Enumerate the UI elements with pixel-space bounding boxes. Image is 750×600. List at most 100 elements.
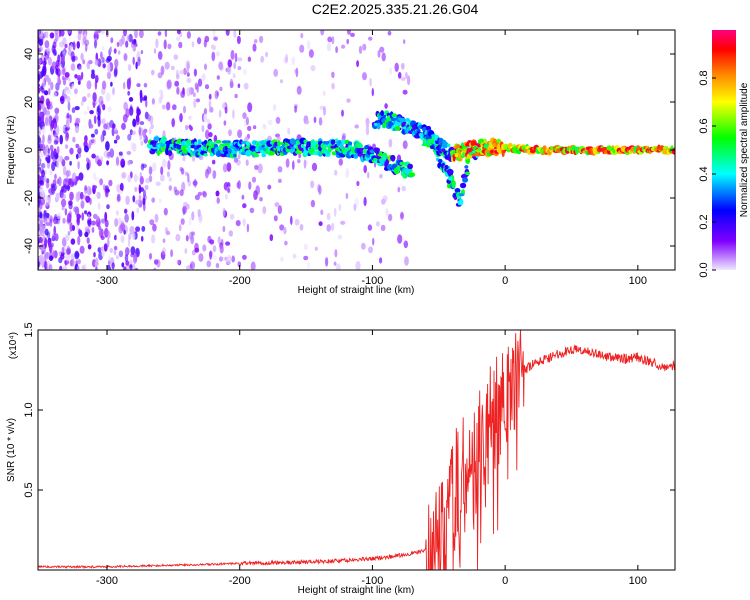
noise-mark	[70, 63, 76, 71]
noise-mark	[58, 30, 62, 38]
track-mark	[245, 141, 251, 146]
noise-mark	[310, 64, 316, 72]
noise-mark	[313, 116, 317, 124]
track-mark	[454, 152, 459, 158]
noise-mark	[122, 114, 128, 123]
noise-mark	[127, 174, 132, 183]
noise-mark	[134, 30, 138, 39]
noise-mark	[372, 237, 375, 246]
noise-mark	[262, 206, 267, 215]
noise-mark	[69, 114, 72, 124]
noise-mark	[272, 104, 277, 111]
noise-mark	[38, 143, 43, 151]
noise-mark	[118, 250, 124, 258]
noise-mark	[153, 48, 157, 54]
noise-mark	[42, 234, 45, 242]
noise-mark	[196, 84, 199, 93]
noise-mark	[90, 138, 95, 144]
noise-mark	[66, 248, 71, 255]
x-tick-label: 0	[502, 275, 508, 287]
signal-tracks	[146, 110, 675, 207]
noise-mark	[140, 235, 144, 242]
noise-mark	[39, 188, 45, 198]
noise-mark	[306, 261, 310, 269]
noise-mark	[345, 168, 350, 179]
track-mark	[203, 153, 208, 157]
noise-mark	[45, 109, 51, 118]
noise-mark	[197, 191, 203, 196]
noise-mark	[234, 93, 238, 99]
noise-mark	[97, 159, 103, 167]
track-mark	[442, 141, 449, 149]
noise-mark	[394, 62, 399, 72]
noise-mark	[212, 159, 216, 165]
noise-mark	[120, 223, 126, 231]
noise-mark	[212, 255, 218, 260]
noise-mark	[177, 259, 182, 266]
noise-mark	[101, 30, 105, 35]
noise-mark	[131, 130, 136, 135]
noise-mark	[105, 58, 111, 63]
noise-mark	[191, 211, 195, 221]
noise-mark	[114, 128, 118, 133]
noise-mark	[175, 73, 180, 80]
track-mark	[462, 177, 469, 183]
noise-mark	[209, 250, 213, 260]
noise-mark	[224, 256, 228, 261]
track-mark	[483, 138, 487, 144]
noise-mark	[379, 257, 383, 264]
noise-mark	[285, 158, 290, 168]
noise-mark	[179, 189, 184, 197]
noise-mark	[336, 263, 341, 270]
noise-mark	[109, 148, 115, 158]
track-mark	[397, 165, 402, 172]
noise-mark	[96, 105, 100, 112]
noise-mark	[356, 180, 360, 187]
noise-mark	[248, 181, 252, 190]
track-mark	[376, 122, 381, 130]
noise-mark	[94, 128, 99, 135]
noise-mark	[318, 117, 323, 126]
noise-mark	[134, 186, 138, 192]
noise-mark	[44, 40, 50, 49]
noise-mark	[292, 253, 297, 259]
noise-mark	[219, 244, 224, 254]
track-mark	[373, 157, 378, 161]
noise-mark	[74, 250, 80, 260]
noise-mark	[129, 106, 134, 116]
noise-mark	[97, 115, 101, 121]
noise-mark	[382, 195, 388, 203]
noise-mark	[186, 87, 192, 97]
noise-mark	[100, 246, 104, 252]
noise-mark	[151, 69, 155, 76]
noise-mark	[114, 218, 119, 227]
noise-mark	[129, 225, 135, 235]
noise-mark	[198, 253, 204, 262]
noise-mark	[62, 37, 67, 46]
noise-mark	[38, 83, 41, 88]
noise-mark	[78, 65, 82, 71]
track-mark	[331, 151, 337, 156]
noise-mark	[56, 212, 62, 220]
noise-mark	[70, 238, 76, 245]
noise-mark	[106, 230, 111, 239]
noise-mark	[81, 212, 84, 221]
noise-mark	[235, 220, 241, 227]
noise-mark	[77, 228, 81, 236]
noise-mark	[79, 245, 85, 254]
noise-mark	[59, 41, 64, 48]
noise-mark	[53, 148, 57, 156]
noise-mark	[106, 204, 110, 210]
noise-mark	[380, 224, 386, 232]
noise-mark	[279, 256, 284, 262]
noise-mark	[95, 176, 100, 183]
noise-mark	[215, 262, 220, 269]
noise-mark	[346, 98, 351, 103]
noise-mark	[404, 71, 408, 79]
noise-mark	[379, 46, 385, 53]
noise-mark	[308, 49, 314, 58]
noise-mark	[188, 216, 192, 227]
noise-mark	[208, 100, 212, 109]
noise-mark	[84, 135, 88, 143]
noise-mark	[116, 184, 120, 193]
